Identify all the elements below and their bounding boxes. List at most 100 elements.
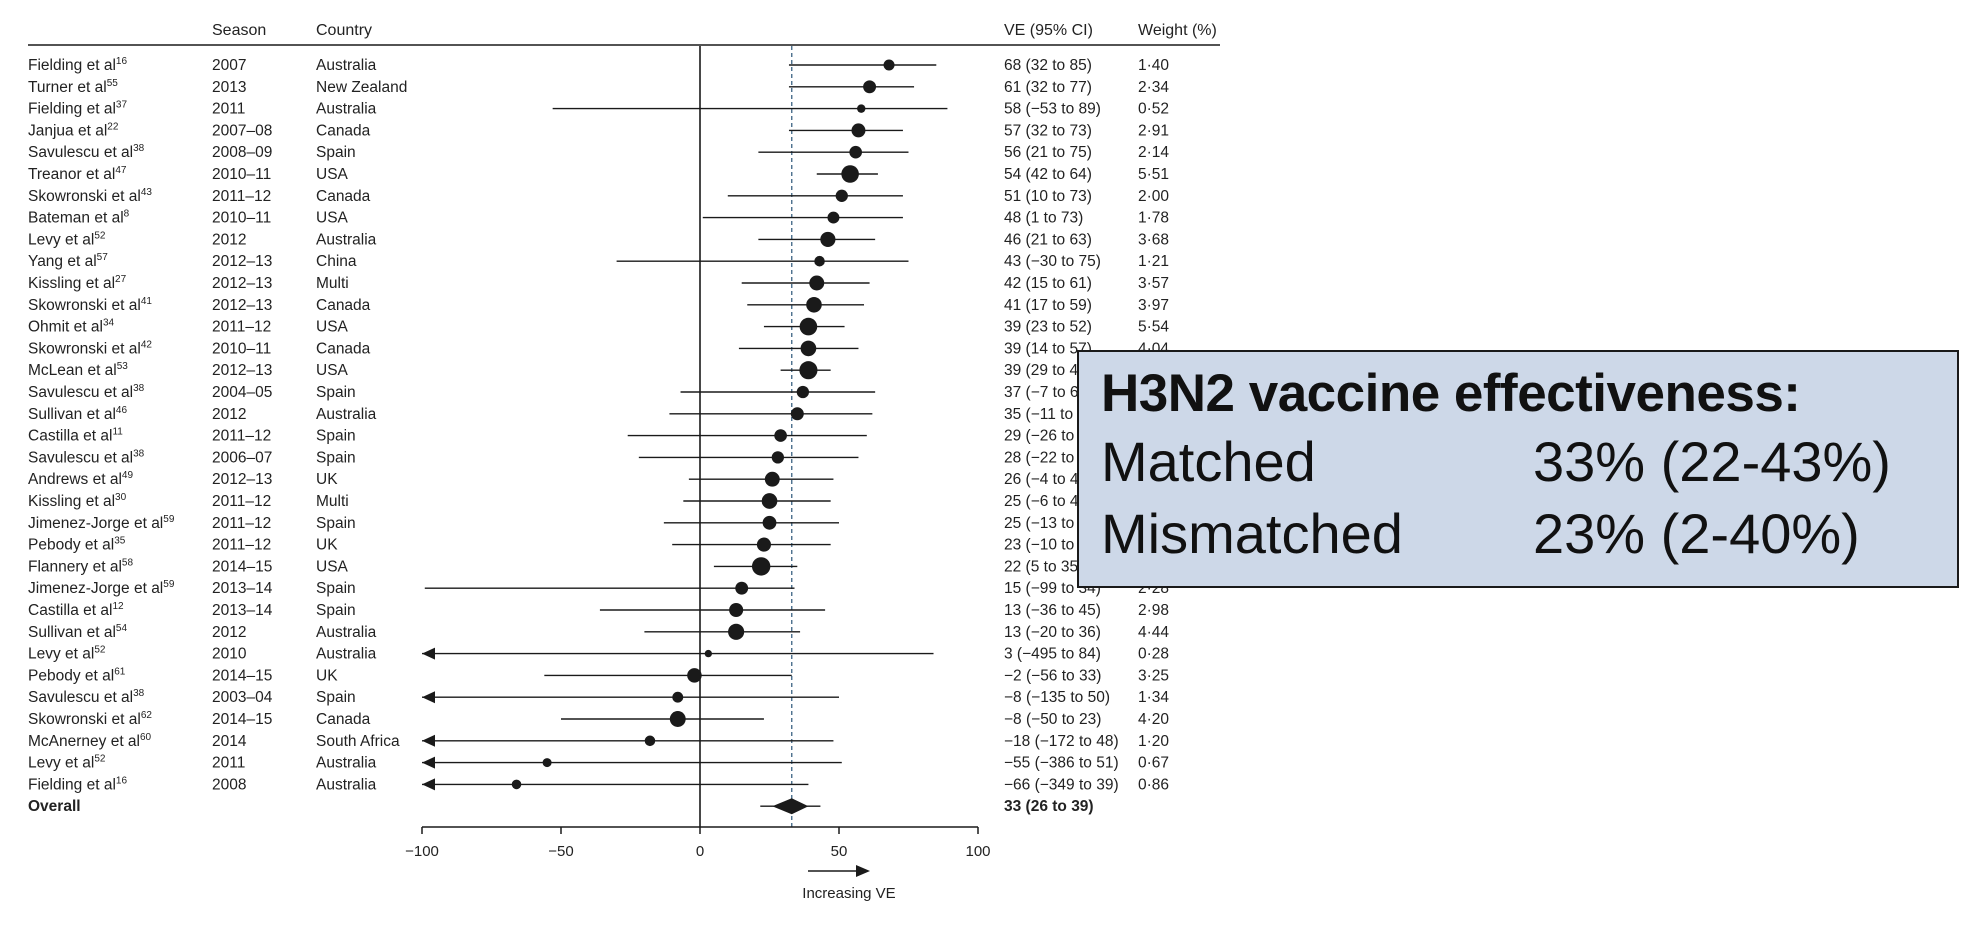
study-ve: −2 (−56 to 33): [1004, 667, 1101, 684]
study-weight: 1·78: [1138, 210, 1169, 227]
ve-summary-callout: H3N2 vaccine effectiveness: Matched 33% (…: [1077, 350, 1959, 588]
study-season: 2012–13: [212, 297, 272, 314]
study-label: Treanor et al47: [28, 165, 127, 183]
study-country: Spain: [316, 602, 356, 619]
study-label: Fielding et al16: [28, 56, 127, 74]
study-season: 2014–15: [212, 711, 272, 728]
ci-truncation-arrow: [422, 691, 435, 704]
point-estimate: [796, 385, 810, 399]
point-estimate: [704, 649, 713, 658]
study-ve: 58 (−53 to 89): [1004, 101, 1101, 118]
study-ve: −18 (−172 to 48): [1004, 733, 1119, 750]
study-country: Canada: [316, 122, 371, 139]
study-label: Sullivan et al46: [28, 405, 127, 423]
study-ve: 43 (−30 to 75): [1004, 253, 1101, 270]
study-country: Australia: [316, 624, 377, 641]
study-country: Spain: [316, 449, 356, 466]
study-ve: −55 (−386 to 51): [1004, 755, 1119, 772]
study-country: USA: [316, 166, 349, 183]
study-ve: 56 (21 to 75): [1004, 144, 1092, 161]
study-ve: 29 (−26 to 60): [1004, 428, 1101, 445]
study-label: Jimenez-Jorge et al59: [28, 579, 175, 597]
study-season: 2012–13: [212, 275, 272, 292]
study-season: 2011–12: [212, 428, 271, 445]
x-tick-label: 0: [696, 843, 704, 860]
overall-diamond: [772, 798, 809, 815]
study-label: Kissling et al30: [28, 492, 127, 510]
study-country: Australia: [316, 755, 377, 772]
study-ve: 48 (1 to 73): [1004, 210, 1083, 227]
point-estimate: [820, 231, 836, 247]
increasing-ve-arrow-head: [856, 865, 870, 877]
study-ve: −8 (−50 to 23): [1004, 711, 1101, 728]
study-label: Levy et al52: [28, 645, 106, 663]
study-country: Spain: [316, 428, 356, 445]
callout-mismatched-value: 23% (2-40%): [1533, 502, 1860, 565]
study-label: Castilla et al11: [28, 427, 123, 445]
point-estimate: [799, 317, 818, 336]
callout-row-mismatched: Mismatched 23% (2-40%): [1101, 498, 1957, 570]
study-label: Ohmit et al34: [28, 318, 115, 336]
point-estimate: [672, 691, 684, 703]
header-season: Season: [212, 22, 266, 39]
header-country: Country: [316, 22, 372, 39]
x-axis-label: Increasing VE: [802, 885, 895, 902]
study-weight: 3·25: [1138, 667, 1169, 684]
study-ve: 13 (−36 to 45): [1004, 602, 1101, 619]
study-country: UK: [316, 667, 338, 684]
study-season: 2007: [212, 57, 246, 74]
x-tick-label: 50: [831, 843, 848, 860]
study-weight: 2·91: [1138, 122, 1169, 139]
point-estimate: [863, 80, 877, 94]
study-ve: 35 (−11 to 62): [1004, 406, 1100, 423]
study-season: 2011: [212, 755, 245, 772]
study-weight: 5·51: [1138, 166, 1169, 183]
study-weight: 4·20: [1138, 711, 1169, 728]
study-season: 2006–07: [212, 449, 272, 466]
study-season: 2012–13: [212, 471, 272, 488]
study-country: Multi: [316, 275, 349, 292]
x-tick-label: −100: [405, 843, 439, 860]
study-label: Fielding et al16: [28, 775, 127, 793]
study-label: Skowronski et al62: [28, 710, 152, 728]
header-ve: VE (95% CI): [1004, 22, 1093, 39]
study-ve: −8 (−135 to 50): [1004, 689, 1110, 706]
study-ve: 23 (−10 to 47): [1004, 537, 1101, 554]
study-country: UK: [316, 537, 338, 554]
study-ve: 37 (−7 to 63): [1004, 384, 1092, 401]
study-label: Jimenez-Jorge et al59: [28, 514, 175, 532]
study-weight: 1·21: [1138, 253, 1169, 270]
study-ve: 39 (29 to 47): [1004, 362, 1092, 379]
point-estimate: [849, 145, 862, 159]
point-estimate: [841, 165, 859, 183]
study-country: Canada: [316, 297, 371, 314]
study-weight: 2·14: [1138, 144, 1169, 161]
study-country: USA: [316, 319, 349, 336]
study-country: New Zealand: [316, 79, 407, 96]
study-label: Fielding et al37: [28, 100, 127, 118]
study-ve: 39 (23 to 52): [1004, 319, 1092, 336]
ci-truncation-arrow: [422, 734, 435, 747]
point-estimate: [644, 735, 656, 747]
study-weight: 3·97: [1138, 297, 1169, 314]
study-ve: 54 (42 to 64): [1004, 166, 1092, 183]
point-estimate: [735, 581, 749, 595]
study-label: Pebody et al35: [28, 536, 126, 554]
study-country: Australia: [316, 406, 377, 423]
plot-marks: [421, 46, 979, 877]
overall-label: Overall: [28, 798, 81, 815]
study-season: 2007–08: [212, 122, 272, 139]
study-weight: 0·67: [1138, 755, 1169, 772]
study-label: Levy et al52: [28, 230, 106, 248]
point-estimate: [827, 211, 840, 224]
study-season: 2014: [212, 733, 247, 750]
study-weight: 1·34: [1138, 689, 1169, 706]
study-country: Multi: [316, 493, 349, 510]
point-estimate: [883, 59, 895, 71]
point-estimate: [790, 407, 804, 421]
study-season: 2014–15: [212, 558, 272, 575]
callout-mismatched-label: Mismatched: [1101, 502, 1403, 565]
study-label: Savulescu et al38: [28, 688, 145, 706]
study-season: 2008–09: [212, 144, 272, 161]
x-tick-label: 100: [965, 843, 990, 860]
